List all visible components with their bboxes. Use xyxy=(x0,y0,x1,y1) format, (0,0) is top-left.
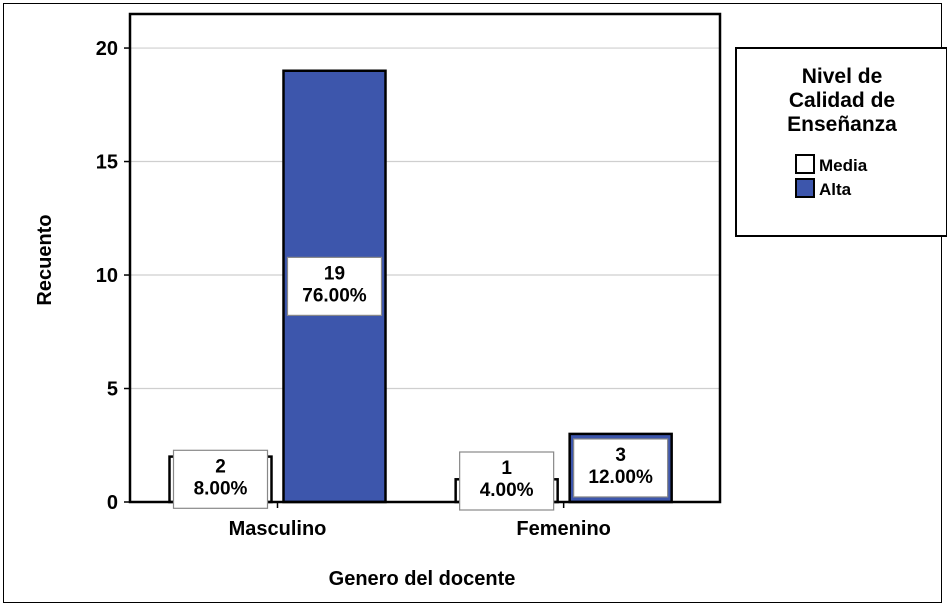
data-label-box xyxy=(573,438,669,498)
data-label-count: 19 xyxy=(324,263,345,284)
y-axis-title: Recuento xyxy=(34,214,56,305)
legend-swatch-media xyxy=(795,154,815,174)
legend-title-line: Enseñanza xyxy=(787,113,897,136)
legend-label-media: Media xyxy=(819,156,868,175)
y-tick-label: 5 xyxy=(107,379,118,401)
data-label-percent: 8.00% xyxy=(194,478,248,499)
x-tick-label: Masculino xyxy=(229,518,327,540)
data-label-box xyxy=(286,256,383,316)
data-label-count: 2 xyxy=(215,456,226,477)
data-label: 14.00% xyxy=(459,451,555,511)
x-tick-label: Femenino xyxy=(516,518,610,540)
data-label-count: 3 xyxy=(615,445,626,466)
gridlines xyxy=(130,47,720,390)
data-label-percent: 12.00% xyxy=(588,467,653,488)
data-label-count: 1 xyxy=(501,458,512,479)
data-label-box xyxy=(459,451,555,511)
data-label: 312.00% xyxy=(573,438,669,498)
legend-items: Media Alta xyxy=(795,154,868,199)
x-axis-title: Genero del docente xyxy=(329,568,516,590)
y-tick-label: 15 xyxy=(96,152,118,174)
y-tick-label: 20 xyxy=(96,38,118,60)
legend-title-line: Nivel de xyxy=(802,65,883,88)
y-tick-label: 10 xyxy=(96,265,118,287)
data-label: 28.00% xyxy=(172,449,269,509)
data-label-box xyxy=(172,449,269,509)
data-label-percent: 76.00% xyxy=(302,285,367,306)
plot-area-border xyxy=(128,12,722,504)
bars xyxy=(168,69,673,504)
y-tick-label: 0 xyxy=(107,492,118,514)
legend-swatch-alta xyxy=(795,178,815,198)
legend-box xyxy=(735,47,947,237)
chart-frame xyxy=(3,3,942,603)
legend-title-line: Calidad de xyxy=(789,89,895,112)
axes: 0 5 10 15 20 Masculino Femenino xyxy=(96,38,611,540)
data-label-percent: 4.00% xyxy=(480,480,534,501)
legend-label-alta: Alta xyxy=(819,180,852,199)
